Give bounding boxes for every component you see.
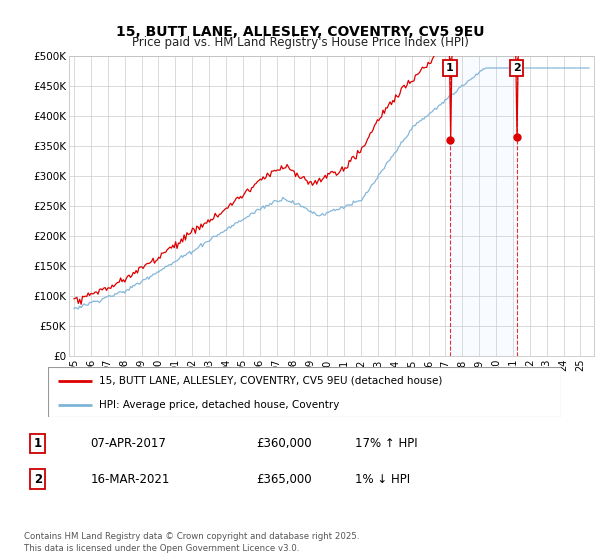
Text: 2: 2 (34, 473, 42, 486)
Text: 15, BUTT LANE, ALLESLEY, COVENTRY, CV5 9EU: 15, BUTT LANE, ALLESLEY, COVENTRY, CV5 9… (116, 26, 484, 39)
Text: 07-APR-2017: 07-APR-2017 (90, 437, 166, 450)
Text: 16-MAR-2021: 16-MAR-2021 (90, 473, 170, 486)
Text: 17% ↑ HPI: 17% ↑ HPI (355, 437, 418, 450)
Text: 1: 1 (34, 437, 42, 450)
Text: HPI: Average price, detached house, Coventry: HPI: Average price, detached house, Cove… (100, 400, 340, 409)
Text: £360,000: £360,000 (256, 437, 311, 450)
Bar (450, 56, 517, 356)
Text: 15, BUTT LANE, ALLESLEY, COVENTRY, CV5 9EU (detached house): 15, BUTT LANE, ALLESLEY, COVENTRY, CV5 9… (100, 376, 443, 386)
Text: Contains HM Land Registry data © Crown copyright and database right 2025.
This d: Contains HM Land Registry data © Crown c… (24, 533, 359, 553)
Text: Price paid vs. HM Land Registry's House Price Index (HPI): Price paid vs. HM Land Registry's House … (131, 36, 469, 49)
Text: £365,000: £365,000 (256, 473, 311, 486)
Text: 1% ↓ HPI: 1% ↓ HPI (355, 473, 410, 486)
Text: 1: 1 (446, 63, 454, 73)
Text: 2: 2 (512, 63, 520, 73)
